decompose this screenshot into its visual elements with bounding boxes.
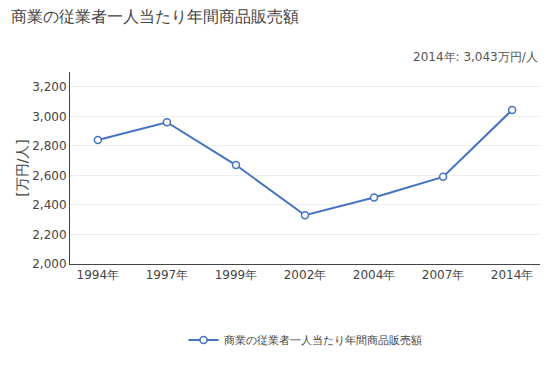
svg-text:2,200: 2,200 xyxy=(32,228,66,242)
svg-text:[万円/人]: [万円/人] xyxy=(14,139,30,197)
svg-text:3,000: 3,000 xyxy=(32,110,66,124)
svg-text:商業の従業者一人当たり年間商品販売額: 商業の従業者一人当たり年間商品販売額 xyxy=(224,334,422,347)
svg-text:2,000: 2,000 xyxy=(32,257,66,271)
svg-text:2007年: 2007年 xyxy=(422,268,465,282)
svg-text:2,600: 2,600 xyxy=(32,169,66,183)
svg-text:2004年: 2004年 xyxy=(353,268,396,282)
svg-text:商業の従業者一人当たり年間商品販売額: 商業の従業者一人当たり年間商品販売額 xyxy=(11,7,299,26)
svg-text:2002年: 2002年 xyxy=(284,268,327,282)
svg-text:2014年: 2014年 xyxy=(491,268,534,282)
svg-text:1997年: 1997年 xyxy=(146,268,189,282)
svg-text:2,400: 2,400 xyxy=(32,198,66,212)
svg-text:1999年: 1999年 xyxy=(215,268,258,282)
svg-text:2014年: 3,043万円/人: 2014年: 3,043万円/人 xyxy=(413,50,538,64)
svg-text:3,200: 3,200 xyxy=(32,80,66,94)
svg-text:2,800: 2,800 xyxy=(32,139,66,153)
svg-text:1994年: 1994年 xyxy=(77,268,120,282)
